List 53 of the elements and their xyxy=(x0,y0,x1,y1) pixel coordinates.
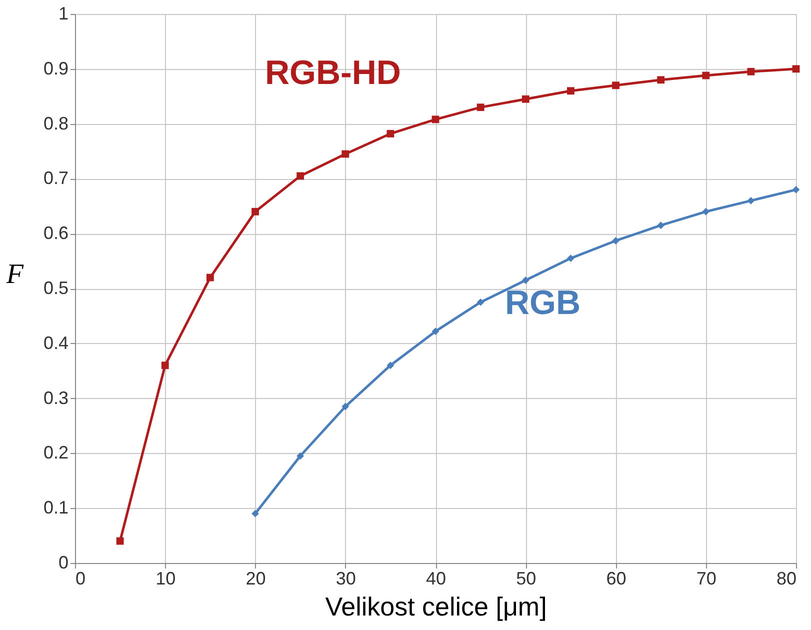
point xyxy=(342,402,350,410)
point xyxy=(432,116,440,124)
x-tick-label: 30 xyxy=(336,568,356,588)
x-tick-label: 10 xyxy=(156,568,176,588)
point xyxy=(476,298,484,306)
point xyxy=(747,68,755,76)
x-tick-label: 60 xyxy=(606,568,626,588)
point xyxy=(702,72,710,80)
x-axis-title: Velikost celice [μm] xyxy=(325,592,547,622)
y-tick-label: 0 xyxy=(58,552,68,572)
y-tick-label: 0.3 xyxy=(43,388,68,408)
y-tick-label: 0.5 xyxy=(43,278,68,298)
point xyxy=(206,274,214,282)
point xyxy=(296,452,304,460)
x-tick-label: 50 xyxy=(516,568,536,588)
x-tick-label: 20 xyxy=(246,568,266,588)
point xyxy=(386,130,394,138)
point xyxy=(296,172,304,180)
y-tick-label: 0.4 xyxy=(43,332,68,353)
point xyxy=(566,87,574,95)
point xyxy=(476,104,484,112)
point xyxy=(161,362,169,370)
y-tick-label: 1 xyxy=(58,4,68,24)
point xyxy=(522,276,530,284)
point xyxy=(522,95,530,103)
point xyxy=(792,65,800,73)
y-tick-label: 0.2 xyxy=(43,442,68,463)
x-tick-label: 70 xyxy=(696,568,716,588)
series-label: RGB xyxy=(505,284,581,322)
series-label: RGB-HD xyxy=(265,54,401,92)
point xyxy=(792,186,800,194)
point xyxy=(657,222,665,230)
point xyxy=(702,208,710,216)
point xyxy=(612,237,620,244)
x-tick-label: 80 xyxy=(776,568,796,588)
y-tick-label: 0.1 xyxy=(43,498,68,518)
point xyxy=(432,328,440,336)
y-tick-label: 0.8 xyxy=(43,113,68,134)
y-axis-title: F xyxy=(5,259,24,290)
point xyxy=(252,510,259,518)
point xyxy=(566,254,574,262)
point xyxy=(657,76,665,84)
point xyxy=(386,362,394,370)
point xyxy=(342,150,350,158)
point xyxy=(116,537,124,545)
point xyxy=(612,82,620,90)
point xyxy=(252,208,259,216)
x-tick-label: 40 xyxy=(426,568,446,588)
x-tick-label: 0 xyxy=(76,568,86,588)
point xyxy=(747,196,755,204)
y-tick-label: 0.6 xyxy=(43,223,68,244)
y-tick-label: 0.9 xyxy=(43,58,68,78)
y-tick-label: 0.7 xyxy=(43,168,68,188)
